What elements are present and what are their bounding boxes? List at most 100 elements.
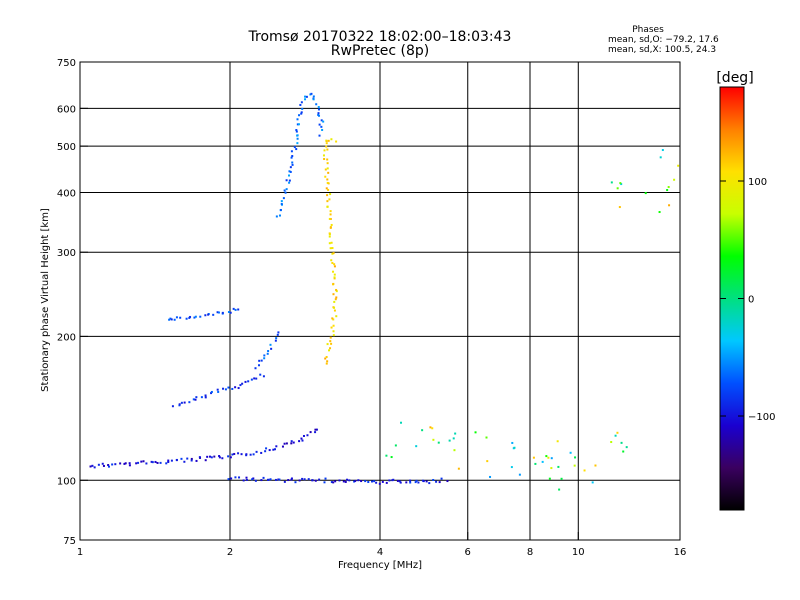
data-point [317, 112, 320, 115]
data-point [249, 453, 252, 456]
data-point [346, 478, 349, 481]
data-point [222, 387, 225, 390]
data-point [255, 450, 258, 453]
chart-subtitle: RwPretec (8p) [331, 43, 429, 59]
data-point [511, 441, 514, 444]
data-point [288, 174, 291, 177]
data-point [414, 481, 417, 484]
data-point [190, 459, 193, 462]
data-point [518, 473, 521, 476]
data-point [265, 447, 268, 450]
y-tick-label: 600 [57, 104, 76, 115]
data-point [234, 308, 237, 311]
data-point [170, 318, 173, 321]
x-tick-label: 1 [77, 547, 83, 558]
data-point [329, 347, 332, 350]
data-point [290, 442, 293, 445]
data-point [548, 477, 551, 480]
data-point [658, 211, 661, 214]
data-point [213, 455, 216, 458]
data-point [107, 464, 110, 467]
data-point [335, 140, 338, 143]
data-point [278, 478, 281, 481]
colorbar-ticks: 100 0 −100 [720, 177, 775, 423]
data-point [300, 112, 303, 115]
data-point [233, 452, 236, 455]
data-point [274, 478, 277, 481]
data-point [183, 460, 186, 463]
colorbar-tick-label: 0 [748, 295, 754, 306]
data-point [541, 460, 544, 463]
data-point [333, 309, 336, 312]
data-point [204, 314, 207, 317]
data-point [453, 449, 456, 452]
data-point [97, 463, 100, 466]
data-point [390, 456, 393, 459]
data-point [354, 479, 357, 482]
data-point [295, 130, 298, 133]
data-point [89, 465, 92, 468]
data-point [165, 462, 168, 465]
data-point [277, 478, 280, 481]
data-point [335, 315, 338, 318]
data-point [288, 181, 291, 184]
data-point [291, 155, 294, 158]
data-point [452, 437, 455, 440]
data-point [288, 170, 291, 173]
data-point [326, 360, 329, 363]
data-point [262, 476, 265, 479]
data-point [140, 460, 143, 463]
data-point [326, 343, 329, 346]
data-point [267, 350, 270, 353]
data-point [446, 480, 449, 483]
data-point [323, 158, 326, 161]
data-point [569, 451, 572, 454]
y-tick-label: 100 [57, 476, 76, 487]
data-point [291, 163, 294, 166]
data-point [192, 398, 195, 401]
data-point [274, 339, 277, 342]
data-point [405, 481, 408, 484]
data-point [216, 311, 219, 314]
data-point [322, 120, 325, 123]
data-point [422, 480, 425, 483]
data-point [241, 382, 244, 385]
data-point [91, 464, 94, 467]
data-point [167, 461, 170, 464]
data-point [178, 404, 181, 407]
data-point [190, 457, 193, 460]
data-point [329, 336, 332, 339]
data-point [489, 475, 492, 478]
data-point [573, 464, 576, 467]
data-point [227, 478, 230, 481]
data-point [307, 478, 310, 481]
data-point [183, 401, 186, 404]
data-point [394, 444, 397, 447]
data-point [289, 170, 292, 173]
data-point [532, 456, 535, 459]
data-point [325, 355, 328, 358]
data-point [275, 215, 278, 218]
data-point [367, 481, 370, 484]
data-point [170, 459, 173, 462]
data-point [217, 390, 220, 393]
data-point [168, 318, 171, 321]
data-point [278, 214, 281, 217]
colorbar-tick-label: 100 [748, 177, 767, 188]
data-point [328, 232, 331, 235]
data-point [327, 139, 330, 142]
data-point [204, 459, 207, 462]
data-point [224, 388, 227, 391]
data-point [486, 460, 489, 463]
data-point [332, 270, 335, 273]
data-point [560, 477, 563, 480]
data-point [287, 479, 290, 482]
data-point [151, 461, 154, 464]
data-point [227, 311, 230, 314]
data-point [290, 150, 293, 153]
data-point [314, 431, 317, 434]
data-point [332, 324, 335, 327]
data-point [230, 477, 233, 480]
data-point [290, 440, 293, 443]
data-point [93, 466, 96, 469]
